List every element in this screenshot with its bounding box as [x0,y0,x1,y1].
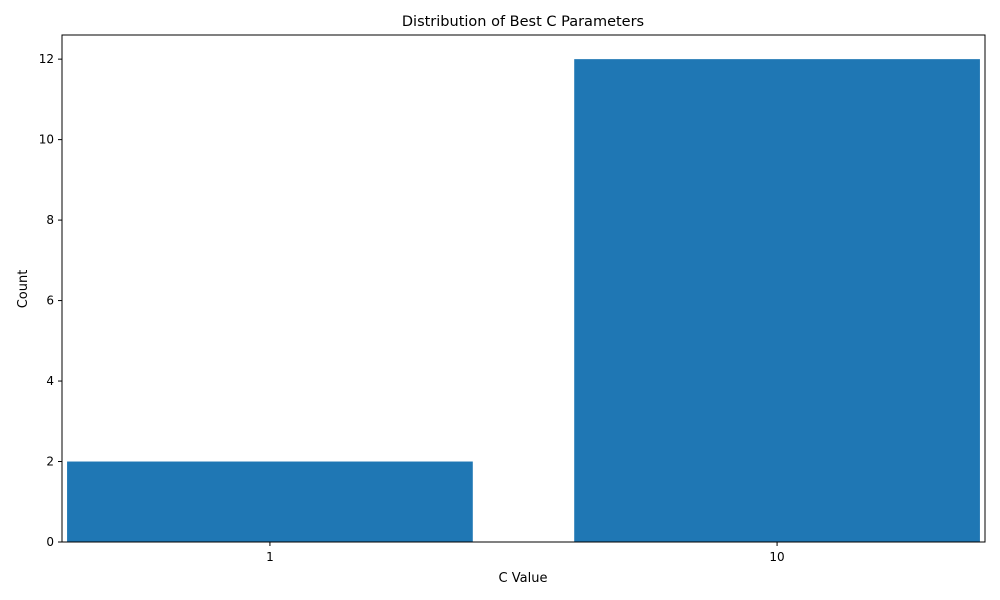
y-axis-ticks: 0 2 4 6 8 10 12 [39,52,62,549]
x-tick-label: 1 [266,550,274,564]
y-tick-label: 12 [39,52,54,66]
plot-frame [61,34,986,543]
bar-10 [574,59,980,543]
x-axis-ticks: 1 10 [266,542,785,564]
y-tick-label: 2 [46,455,54,469]
y-tick-label: 8 [46,213,54,227]
x-tick-label: 10 [769,550,784,564]
y-tick-label: 6 [46,294,54,308]
y-axis-title: Count [16,270,31,309]
chart-title: Distribution of Best C Parameters [402,14,644,30]
bars-group [67,59,980,543]
x-axis-title: C Value [499,571,548,586]
y-tick-label: 0 [46,535,54,549]
y-tick-label: 4 [46,374,54,388]
bar-1 [67,461,473,542]
y-tick-label: 10 [39,133,54,147]
